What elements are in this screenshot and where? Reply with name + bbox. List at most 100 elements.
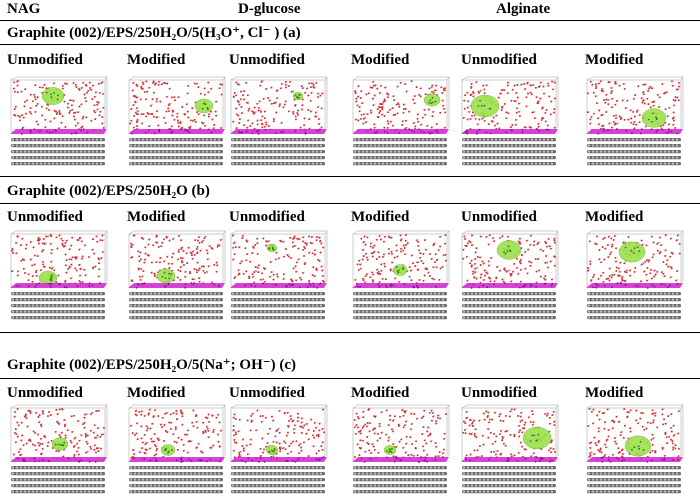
graphite-layers	[587, 292, 681, 320]
graphite-layers	[587, 466, 681, 494]
graphite-layers	[462, 138, 556, 166]
graphite-layers	[129, 292, 223, 320]
label-a-1: Unmodified	[7, 52, 83, 68]
water-molecules	[353, 407, 448, 460]
interface-layer	[128, 282, 225, 289]
water-molecules	[354, 79, 448, 132]
water-molecules	[130, 234, 223, 286]
divider-a	[0, 44, 700, 45]
water-molecules	[12, 407, 106, 460]
eps-molecule	[641, 108, 667, 128]
graphite-layers	[231, 292, 325, 320]
graphite-layers	[129, 466, 223, 494]
snapshot-b-alginate-unmodified	[461, 230, 559, 320]
graphite-layers	[11, 138, 105, 166]
snapshot-b-glucose-unmodified	[230, 230, 328, 320]
section-title-b: Graphite (002)/EPS/250H₂O (b)	[7, 183, 210, 199]
water-molecules	[12, 79, 106, 132]
interface-layer	[128, 457, 225, 463]
interface-layer	[352, 456, 449, 463]
snapshot-a-nag-modified	[128, 76, 226, 166]
snapshot-c-nag-modified	[128, 404, 226, 494]
eps-molecule	[383, 445, 397, 455]
interface-layer	[128, 128, 225, 135]
graphite-layers	[231, 466, 325, 494]
interface-layer	[461, 282, 558, 289]
interface-layer	[461, 128, 558, 135]
header-nag: NAG	[7, 1, 41, 17]
snapshot-b-nag-unmodified	[10, 230, 108, 320]
water-molecules	[232, 79, 325, 132]
divider-top	[0, 20, 700, 21]
eps-molecule	[51, 437, 69, 451]
interface-layer	[10, 456, 107, 463]
label-c-4: Modified	[351, 385, 410, 401]
label-a-5: Unmodified	[461, 52, 537, 68]
snapshot-a-nag-unmodified	[10, 76, 108, 166]
interface-layer	[586, 456, 683, 463]
eps-molecule	[265, 445, 279, 455]
water-molecules	[11, 233, 105, 286]
interface-layer	[230, 128, 327, 135]
interface-layer	[10, 128, 107, 135]
label-b-6: Modified	[585, 209, 644, 225]
divider-a-bottom	[0, 176, 700, 177]
water-molecules	[232, 408, 326, 460]
snapshot-b-glucose-modified	[352, 230, 450, 320]
graphite-layers	[587, 138, 681, 166]
snapshot-b-alginate-modified	[586, 230, 684, 320]
snapshot-c-glucose-unmodified	[230, 404, 328, 494]
eps-molecule	[624, 435, 652, 457]
simulation-box	[352, 404, 450, 461]
section-title-c: Graphite (002)/EPS/250H₂O/5(Na⁺; OH⁻) (c…	[7, 357, 297, 373]
graphite-layers	[462, 292, 556, 320]
label-b-3: Unmodified	[229, 209, 305, 225]
divider-b	[0, 203, 700, 204]
eps-molecule	[522, 426, 552, 450]
eps-molecule	[156, 268, 176, 284]
label-c-2: Modified	[127, 385, 186, 401]
graphite-layers	[353, 138, 447, 166]
interface-layer	[352, 128, 449, 135]
header-alginate: Alginate	[496, 1, 551, 17]
label-a-2: Modified	[127, 52, 186, 68]
label-c-6: Modified	[585, 385, 644, 401]
snapshot-a-alginate-modified	[586, 76, 684, 166]
water-molecules	[587, 80, 681, 132]
eps-molecule	[423, 93, 441, 107]
label-a-4: Modified	[351, 52, 410, 68]
eps-molecule	[41, 87, 65, 105]
divider-b-bottom	[0, 332, 700, 333]
snapshot-c-alginate-modified	[586, 404, 684, 494]
graphite-layers	[462, 466, 556, 494]
water-molecules	[130, 408, 223, 460]
graphite-layers	[231, 138, 325, 166]
label-a-3: Unmodified	[229, 52, 305, 68]
graphite-layers	[129, 138, 223, 166]
graphite-layers	[353, 292, 447, 320]
graphite-layers	[353, 466, 447, 494]
graphite-layers	[11, 466, 105, 494]
snapshot-c-alginate-unmodified	[461, 404, 559, 494]
eps-molecule	[392, 264, 408, 276]
eps-molecule	[292, 91, 304, 101]
snapshot-b-nag-modified	[128, 230, 226, 320]
water-molecules	[354, 233, 448, 286]
eps-molecule	[38, 270, 58, 286]
interface-layer	[586, 128, 683, 135]
label-c-1: Unmodified	[7, 385, 83, 401]
snapshot-a-alginate-unmodified	[461, 76, 559, 166]
snapshot-a-glucose-unmodified	[230, 76, 328, 166]
interface-layer	[230, 456, 327, 463]
interface-layer	[461, 456, 558, 463]
divider-c	[0, 378, 700, 379]
water-molecules	[231, 234, 326, 286]
snapshot-c-glucose-modified	[352, 404, 450, 494]
label-a-6: Modified	[585, 52, 644, 68]
graphite-layers	[11, 292, 105, 320]
eps-molecule	[194, 98, 214, 114]
section-title-a: Graphite (002)/EPS/250H₂O/5(H₃O⁺, Cl⁻ ) …	[7, 25, 301, 41]
snapshot-a-glucose-modified	[352, 76, 450, 166]
header-d-glucose: D-glucose	[238, 1, 301, 17]
